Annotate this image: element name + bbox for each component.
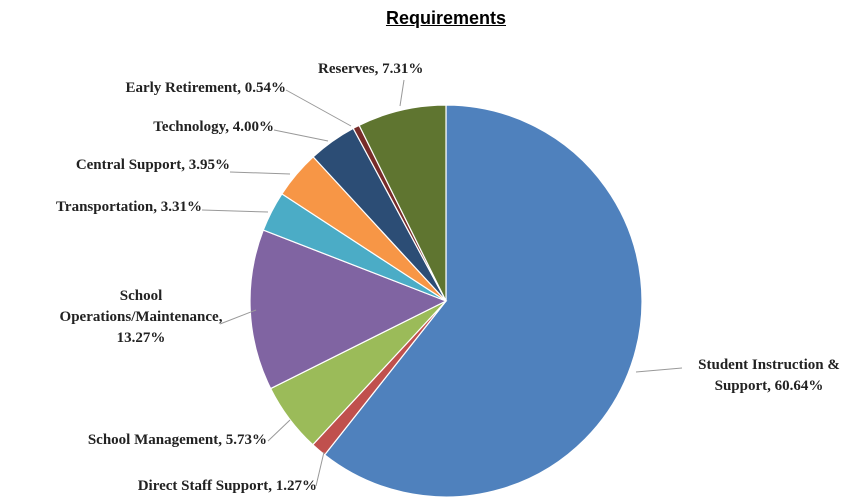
value-label: 60.64% [774,378,824,394]
data-label: Direct Staff Support, 1.27% [137,478,317,494]
category-label: Technology [153,119,226,135]
pie-slice [358,104,447,302]
data-label: Student Instruction & Support, 60.64% [698,357,840,394]
data-label: Technology, 4.00% [153,119,274,135]
value-label: 3.95% [188,157,230,173]
leader-line [201,209,269,213]
leader-line [285,89,352,127]
category-label: Early Retirement [125,80,238,96]
category-label: Direct Staff Support [137,478,269,494]
value-label: 13.27% [116,330,166,346]
data-label: School Management, 5.73% [87,432,267,448]
pie-slice [249,229,448,390]
leader-line [267,419,291,442]
category-label: Reserves [318,61,375,77]
pie-slice [323,104,643,497]
value-label: 3.31% [160,199,202,215]
value-label: 4.00% [232,119,274,135]
category-label: Student Instruction & Support [698,357,840,394]
category-label: School Operations/Maintenance [59,288,219,325]
data-label: Reserves, 7.31% [318,61,424,77]
data-label: School Operations/Maintenance, 13.27% [59,288,223,346]
category-label: Central Support [75,157,182,173]
value-label: 7.31% [382,61,424,77]
value-label: 1.27% [275,478,317,494]
value-label: 0.54% [244,80,286,96]
category-label: School Management [87,432,219,448]
leader-line [229,171,291,175]
leader-line [219,309,257,325]
leader-line [315,451,325,487]
leader-line [399,79,405,107]
category-label: Transportation [56,199,154,215]
data-label: Early Retirement, 0.54% [125,80,286,96]
data-label: Central Support, 3.95% [75,157,230,173]
chart-title: Requirements [385,8,507,28]
leader-line [273,129,329,142]
leader-line [635,367,683,373]
data-label: Transportation, 3.31% [56,199,202,215]
value-label: 5.73% [225,432,267,448]
